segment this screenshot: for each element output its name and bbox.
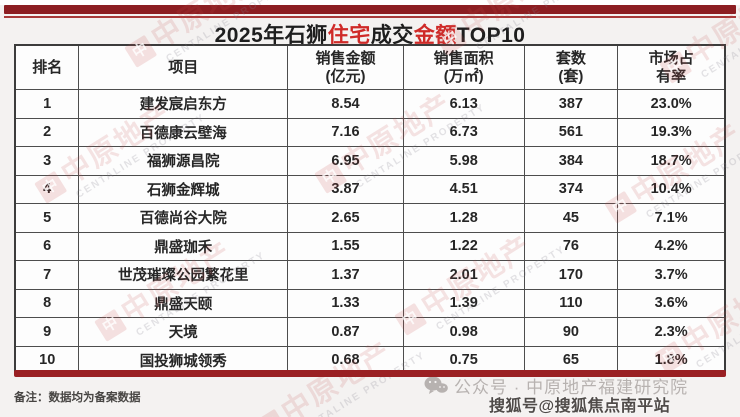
cell-project: 百德尚谷大院 xyxy=(78,203,289,233)
wechat-icon xyxy=(424,376,448,394)
top-red-thin-line xyxy=(4,16,736,18)
cell-share: 2.3% xyxy=(617,317,727,347)
table-row: 2 百德康云壁海 7.16 6.73 561 19.3% xyxy=(14,117,727,147)
table-row: 6 鼎盛珈禾 1.55 1.22 76 4.2% xyxy=(14,231,727,261)
cell-amount: 8.54 xyxy=(287,89,404,119)
table-row: 9 天境 0.87 0.98 90 2.3% xyxy=(14,317,727,347)
cell-amount: 6.95 xyxy=(287,146,404,176)
title-segment: 成交 xyxy=(370,24,414,47)
cell-rank: 8 xyxy=(14,288,80,318)
cell-share: 10.4% xyxy=(617,174,727,204)
cell-area: 2.01 xyxy=(402,260,525,290)
cell-units: 170 xyxy=(523,260,619,290)
col-header-amount: 销售金额 (亿元) xyxy=(287,44,404,90)
footnote: 备注：数据均为备案数据 xyxy=(14,392,141,404)
cell-project: 世茂璀璨公园繁花里 xyxy=(78,260,289,290)
col-header-share: 市场占 有率 xyxy=(617,44,727,90)
title-segment-accent: 住宅 xyxy=(327,24,371,47)
cell-units: 76 xyxy=(523,231,619,261)
centaline-logo-icon: 中 xyxy=(253,408,287,417)
cell-rank: 5 xyxy=(14,203,80,233)
cell-area: 4.51 xyxy=(402,174,525,204)
cell-project: 鼎盛珈禾 xyxy=(78,231,289,261)
col-header-units: 套数 (套) xyxy=(523,44,619,90)
title-segment: TOP10 xyxy=(456,24,526,47)
cell-amount: 1.33 xyxy=(287,288,404,318)
cell-units: 387 xyxy=(523,89,619,119)
cell-rank: 9 xyxy=(14,317,80,347)
table-row: 3 福狮源昌院 6.95 5.98 384 18.7% xyxy=(14,146,727,176)
cell-units: 110 xyxy=(523,288,619,318)
cell-share: 4.2% xyxy=(617,231,727,261)
col-header-area: 销售面积 (万㎡) xyxy=(402,44,525,90)
cell-units: 374 xyxy=(523,174,619,204)
cell-area: 5.98 xyxy=(402,146,525,176)
cell-amount: 1.37 xyxy=(287,260,404,290)
wechat-account-text: 公众号 · 中原地产福建研究院 xyxy=(454,378,689,397)
cell-area: 6.13 xyxy=(402,89,525,119)
cell-project: 福狮源昌院 xyxy=(78,146,289,176)
cell-share: 19.3% xyxy=(617,117,727,147)
cell-share: 3.7% xyxy=(617,260,727,290)
top-red-bar xyxy=(4,5,736,14)
bottom-red-bar xyxy=(14,370,726,377)
title-segment: 2025年石狮 xyxy=(214,24,328,47)
cell-share: 3.6% xyxy=(617,288,727,318)
top10-table: 排名 项目 销售金额 (亿元) 销售面积 (万㎡) 套数 (套) 市场占 有率 1 建发… xyxy=(14,44,727,375)
cell-project: 建发宸启东方 xyxy=(78,89,289,119)
top10-table-wrap: 排名 项目 销售金额 (亿元) 销售面积 (万㎡) 套数 (套) 市场占 有率 1 建发… xyxy=(14,44,727,375)
cell-area: 1.39 xyxy=(402,288,525,318)
cell-rank: 7 xyxy=(14,260,80,290)
cell-area: 1.28 xyxy=(402,203,525,233)
top-white-strip xyxy=(0,0,740,5)
cell-share: 18.7% xyxy=(617,146,727,176)
cell-area: 1.22 xyxy=(402,231,525,261)
table-row: 4 石狮金辉城 3.87 4.51 374 10.4% xyxy=(14,174,727,204)
table-row: 7 世茂璀璨公园繁花里 1.37 2.01 170 3.7% xyxy=(14,260,727,290)
cell-rank: 6 xyxy=(14,231,80,261)
cell-units: 384 xyxy=(523,146,619,176)
cell-project: 鼎盛天颐 xyxy=(78,288,289,318)
page-title: 2025年石狮住宅成交金额TOP10 xyxy=(0,19,740,49)
cell-units: 561 xyxy=(523,117,619,147)
cell-amount: 2.65 xyxy=(287,203,404,233)
cell-share: 7.1% xyxy=(617,203,727,233)
cell-share: 23.0% xyxy=(617,89,727,119)
cell-amount: 7.16 xyxy=(287,117,404,147)
cell-units: 90 xyxy=(523,317,619,347)
cell-project: 百德康云壁海 xyxy=(78,117,289,147)
cell-amount: 1.55 xyxy=(287,231,404,261)
cell-amount: 0.87 xyxy=(287,317,404,347)
wechat-account-watermark: 公众号 · 中原地产福建研究院 xyxy=(424,373,688,398)
table-row: 1 建发宸启东方 8.54 6.13 387 23.0% xyxy=(14,89,727,119)
table-row: 8 鼎盛天颐 1.33 1.39 110 3.6% xyxy=(14,288,727,318)
title-segment-accent: 金额 xyxy=(413,24,457,47)
cell-area: 0.98 xyxy=(402,317,525,347)
cell-amount: 3.87 xyxy=(287,174,404,204)
cell-rank: 2 xyxy=(14,117,80,147)
cell-project: 天境 xyxy=(78,317,289,347)
cell-rank: 3 xyxy=(14,146,80,176)
col-header-rank: 排名 xyxy=(14,44,80,90)
cell-rank: 1 xyxy=(14,89,80,119)
header-row: 排名 项目 销售金额 (亿元) 销售面积 (万㎡) 套数 (套) 市场占 有率 xyxy=(14,44,727,90)
cell-project: 石狮金辉城 xyxy=(78,174,289,204)
table-row: 5 百德尚谷大院 2.65 1.28 45 7.1% xyxy=(14,203,727,233)
col-header-project: 项目 xyxy=(78,44,289,90)
cell-area: 6.73 xyxy=(402,117,525,147)
cell-rank: 4 xyxy=(14,174,80,204)
cell-units: 45 xyxy=(523,203,619,233)
sohu-account-watermark: 搜狐号@搜狐焦点南平站 xyxy=(489,398,671,415)
